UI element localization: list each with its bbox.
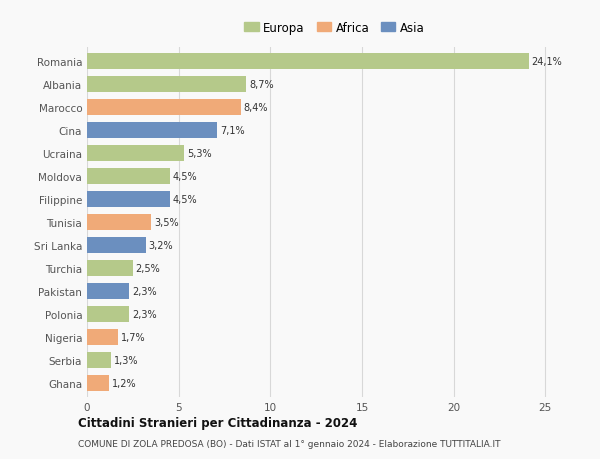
Text: COMUNE DI ZOLA PREDOSA (BO) - Dati ISTAT al 1° gennaio 2024 - Elaborazione TUTTI: COMUNE DI ZOLA PREDOSA (BO) - Dati ISTAT…: [78, 439, 500, 448]
Text: 8,7%: 8,7%: [249, 80, 274, 90]
Bar: [87, 329, 118, 346]
Bar: [87, 306, 129, 323]
Bar: [87, 77, 247, 93]
Text: 3,2%: 3,2%: [148, 241, 173, 251]
Bar: [87, 260, 133, 277]
Text: 1,7%: 1,7%: [121, 332, 146, 342]
Bar: [87, 352, 111, 369]
Bar: [87, 146, 184, 162]
Bar: [87, 54, 529, 70]
Text: 1,3%: 1,3%: [113, 355, 138, 365]
Text: 5,3%: 5,3%: [187, 149, 212, 159]
Text: 2,5%: 2,5%: [136, 263, 160, 274]
Text: 2,3%: 2,3%: [132, 286, 157, 297]
Bar: [87, 214, 151, 231]
Bar: [87, 191, 170, 208]
Legend: Europa, Africa, Asia: Europa, Africa, Asia: [242, 19, 427, 37]
Bar: [87, 168, 170, 185]
Text: 24,1%: 24,1%: [532, 57, 562, 67]
Text: 2,3%: 2,3%: [132, 309, 157, 319]
Text: 3,5%: 3,5%: [154, 218, 179, 228]
Text: 1,2%: 1,2%: [112, 378, 136, 388]
Bar: [87, 100, 241, 116]
Bar: [87, 123, 217, 139]
Bar: [87, 237, 146, 254]
Text: 4,5%: 4,5%: [172, 172, 197, 182]
Text: 8,4%: 8,4%: [244, 103, 268, 113]
Bar: [87, 375, 109, 392]
Text: 4,5%: 4,5%: [172, 195, 197, 205]
Text: Cittadini Stranieri per Cittadinanza - 2024: Cittadini Stranieri per Cittadinanza - 2…: [78, 416, 358, 429]
Text: 7,1%: 7,1%: [220, 126, 245, 136]
Bar: [87, 283, 129, 300]
